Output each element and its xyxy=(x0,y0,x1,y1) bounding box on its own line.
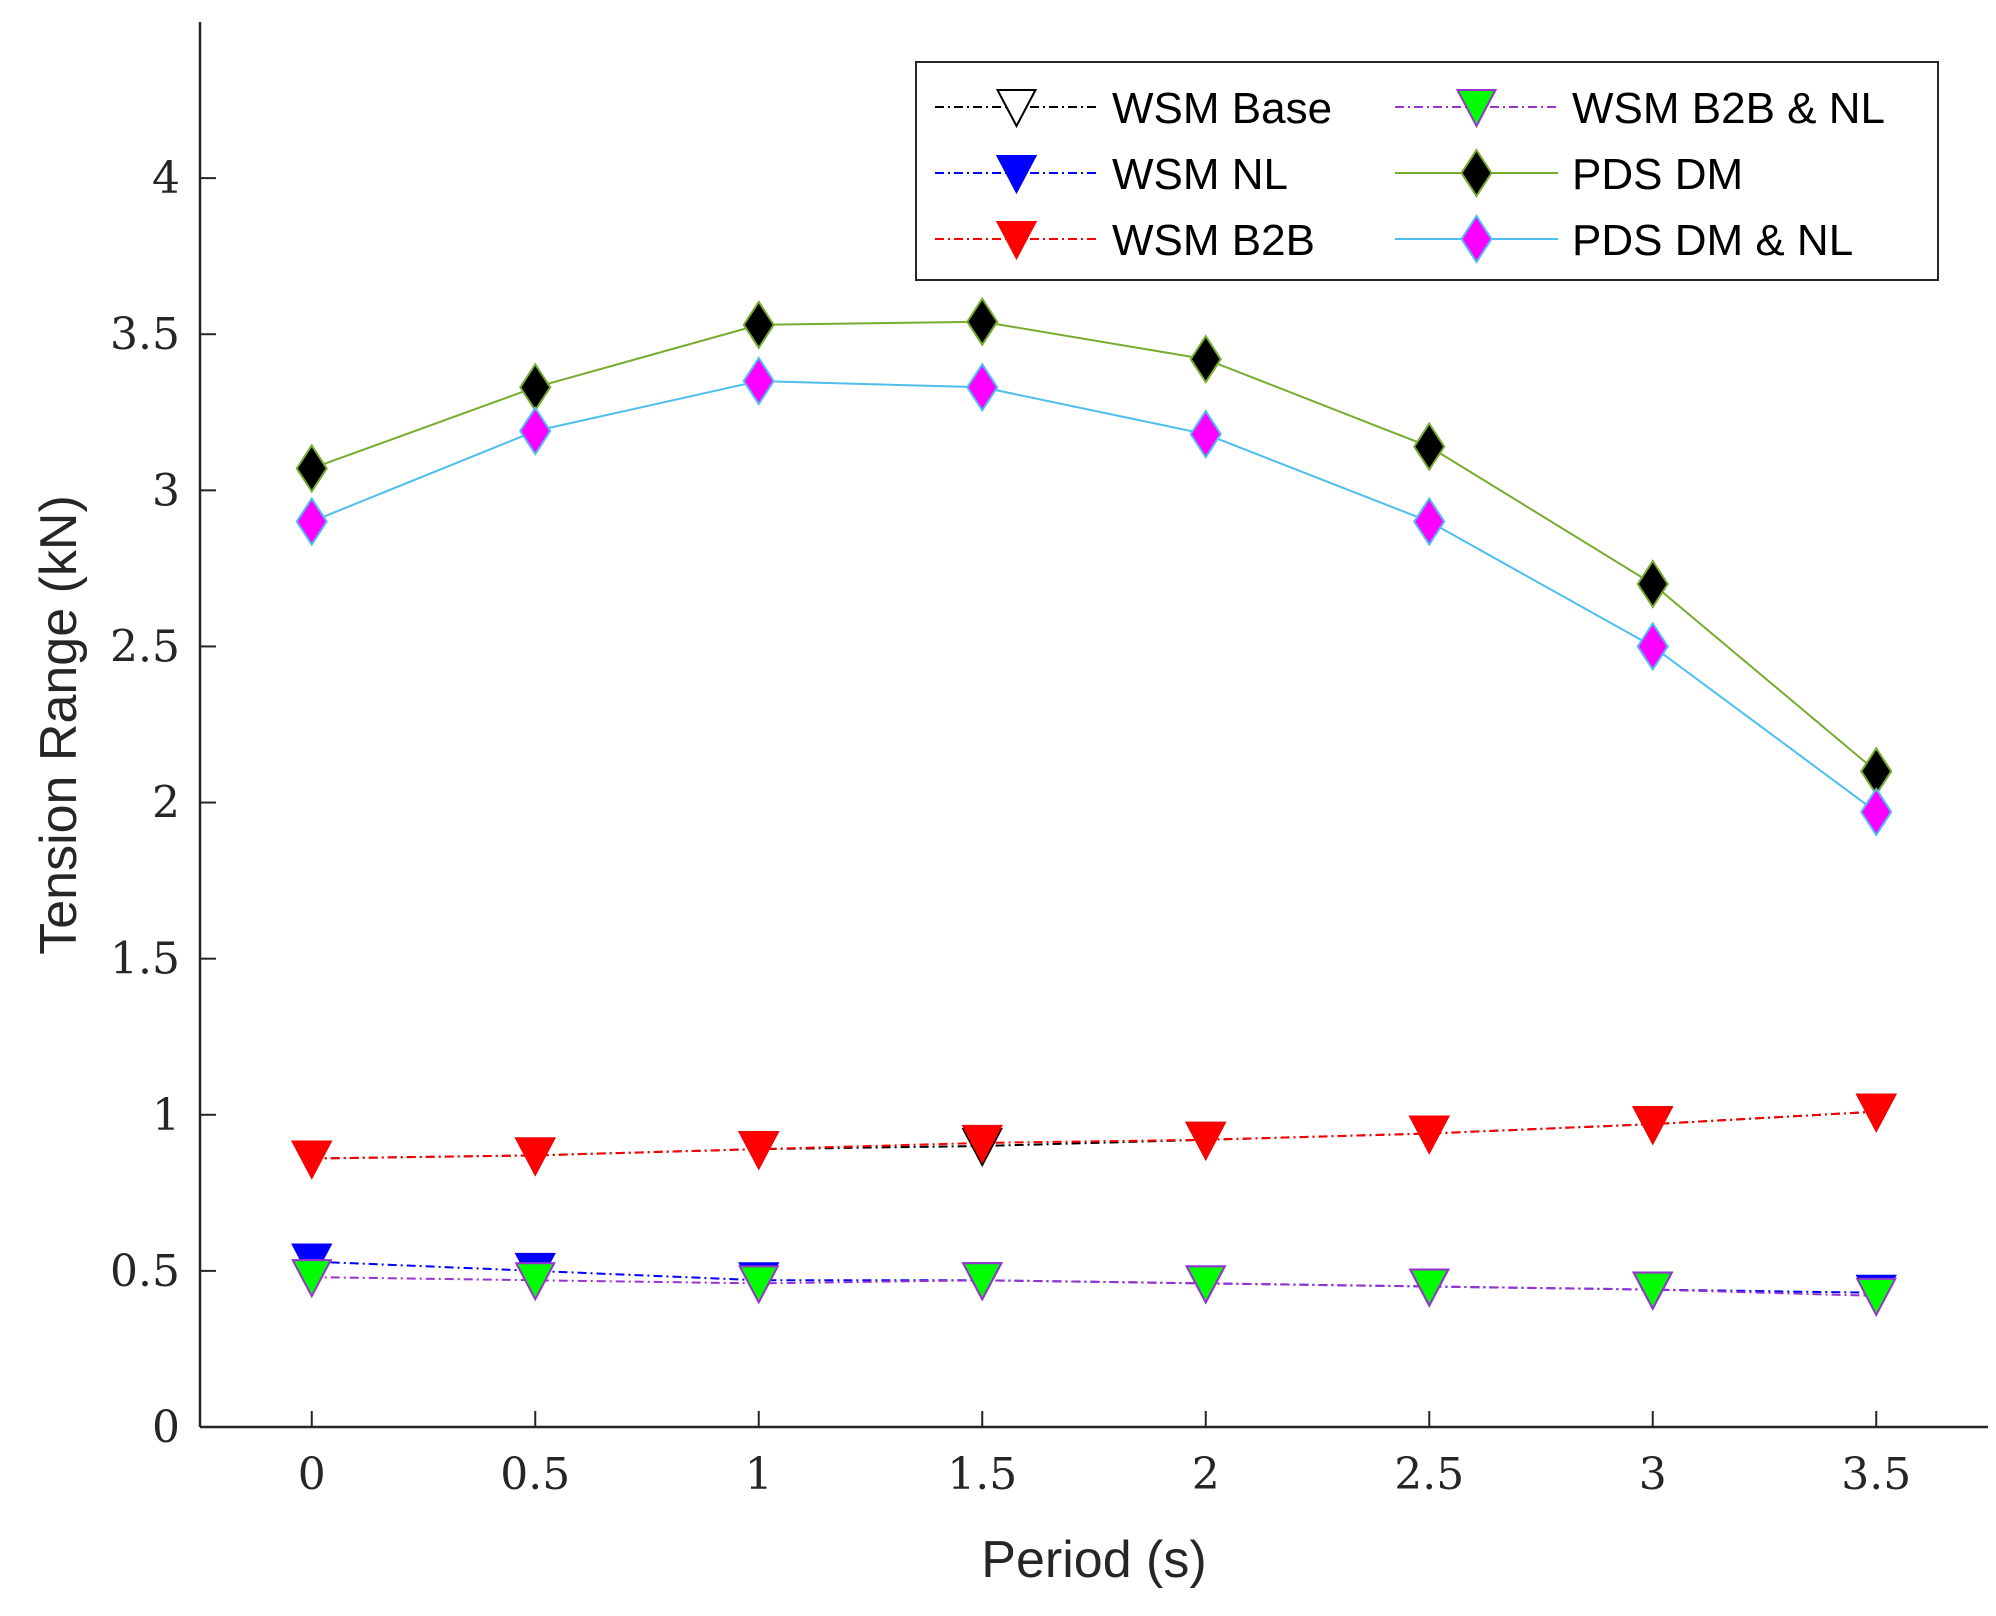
legend-marker xyxy=(995,221,1038,261)
legend-entry-wsm-b2b-and-nl: WSM B2B & NL xyxy=(1395,84,1885,133)
x-tick-label: 3 xyxy=(1639,1449,1667,1500)
data-point-pds-dm xyxy=(519,362,552,413)
data-point-wsm-b2b xyxy=(1185,1121,1227,1161)
data-point-wsm-b2b-and-nl xyxy=(1632,1271,1674,1311)
data-point-pds-dm-and-nl xyxy=(1189,409,1222,459)
data-point-wsm-b2b-and-nl xyxy=(514,1262,556,1302)
y-tick-label: 1.5 xyxy=(110,934,180,985)
x-tick-label: 3.5 xyxy=(1841,1449,1911,1500)
data-point-pds-dm xyxy=(966,296,999,347)
x-tick-label: 0.5 xyxy=(500,1449,570,1500)
legend-entry-pds-dm-and-nl: PDS DM & NL xyxy=(1395,214,1853,265)
data-point-wsm-b2b xyxy=(738,1131,780,1171)
y-tick-label: 1 xyxy=(152,1090,180,1141)
data-point-wsm-b2b xyxy=(291,1140,333,1180)
data-point-wsm-b2b-and-nl xyxy=(738,1265,780,1305)
data-point-wsm-b2b-and-nl xyxy=(1408,1268,1450,1308)
legend-entry-wsm-b2b: WSM B2B xyxy=(935,216,1315,265)
series-line-wsm-b2b xyxy=(311,1110,1877,1160)
y-tick-label: 0 xyxy=(152,1402,180,1453)
series-line-wsm-b2b-and-nl xyxy=(311,1276,1877,1297)
data-point-pds-dm-and-nl xyxy=(519,406,552,456)
y-tick-label: 2.5 xyxy=(110,621,180,672)
legend-label: WSM B2B & NL xyxy=(1572,84,1885,133)
data-point-pds-dm xyxy=(1413,421,1446,472)
series-line-pds-dm-and-nl xyxy=(311,380,1877,813)
legend-marker xyxy=(995,155,1038,195)
data-point-pds-dm-and-nl xyxy=(1413,496,1446,547)
data-point-pds-dm-and-nl xyxy=(966,362,999,413)
data-point-wsm-b2b-and-nl xyxy=(1855,1277,1897,1318)
x-tick-label: 0 xyxy=(298,1449,326,1500)
legend-entry-wsm-base: WSM Base xyxy=(935,84,1332,133)
data-point-pds-dm-and-nl xyxy=(742,356,775,406)
data-point-pds-dm xyxy=(295,443,328,494)
axes xyxy=(198,22,1988,1429)
series-pds-dm-and-nl xyxy=(295,356,1893,837)
x-tick-label: 2 xyxy=(1192,1449,1220,1500)
legend-label: PDS DM & NL xyxy=(1572,216,1853,265)
y-tick-label: 4 xyxy=(152,153,180,204)
series-pds-dm xyxy=(295,296,1893,797)
legend-marker xyxy=(1455,89,1498,129)
legend-entry-pds-dm: PDS DM xyxy=(1395,148,1743,199)
data-point-wsm-b2b xyxy=(961,1124,1003,1165)
series-wsm-b2b xyxy=(291,1093,1897,1180)
data-point-wsm-b2b xyxy=(1855,1093,1897,1133)
x-axis-title: Period (s) xyxy=(981,1531,1206,1589)
y-axis-title: Tension Range (kN) xyxy=(30,495,88,955)
y-tick-label: 3.5 xyxy=(110,309,180,360)
data-point-pds-dm-and-nl xyxy=(1636,621,1669,672)
data-point-wsm-b2b xyxy=(514,1137,556,1177)
y-tick-label: 0.5 xyxy=(110,1246,180,1297)
legend-label: WSM B2B xyxy=(1112,216,1315,265)
data-point-pds-dm-and-nl xyxy=(295,496,328,547)
data-point-wsm-b2b-and-nl xyxy=(291,1259,333,1299)
data-point-pds-dm xyxy=(1636,559,1669,609)
y-tick-label: 3 xyxy=(152,465,180,516)
data-point-wsm-b2b xyxy=(1632,1106,1674,1146)
legend: WSM Base WSM NL WSM B2B WSM B2B & NL PDS DM P… xyxy=(915,61,1939,281)
legend-marker xyxy=(995,89,1038,129)
data-point-wsm-b2b-and-nl xyxy=(961,1262,1003,1302)
x-tick-label: 1.5 xyxy=(947,1449,1017,1500)
legend-label: WSM NL xyxy=(1112,150,1288,199)
legend-entry-wsm-nl: WSM NL xyxy=(935,150,1288,199)
y-tick-label: 2 xyxy=(152,778,180,829)
ticks: 0 0.5 1 1.5 2 2.5 3 3.5 0 0.5 1 1.5 2 2.5 3 3.5 4 xyxy=(110,153,1911,1500)
data-point-wsm-b2b-and-nl xyxy=(1185,1265,1227,1305)
x-tick-label: 2.5 xyxy=(1394,1449,1464,1500)
data-point-pds-dm xyxy=(742,300,775,350)
x-tick-label: 1 xyxy=(745,1449,773,1500)
legend-marker xyxy=(1460,148,1493,198)
data-point-pds-dm-and-nl xyxy=(1860,787,1893,837)
series-wsm-b2b-and-nl xyxy=(291,1259,1897,1318)
legend-label: WSM Base xyxy=(1112,84,1332,133)
data-point-wsm-b2b xyxy=(1408,1115,1450,1155)
series-line-pds-dm xyxy=(311,320,1877,773)
legend-marker xyxy=(1460,214,1493,264)
legend-label: PDS DM xyxy=(1572,150,1743,199)
series-layer xyxy=(291,296,1897,1318)
data-point-pds-dm xyxy=(1189,334,1222,385)
legend-box xyxy=(915,61,1939,281)
